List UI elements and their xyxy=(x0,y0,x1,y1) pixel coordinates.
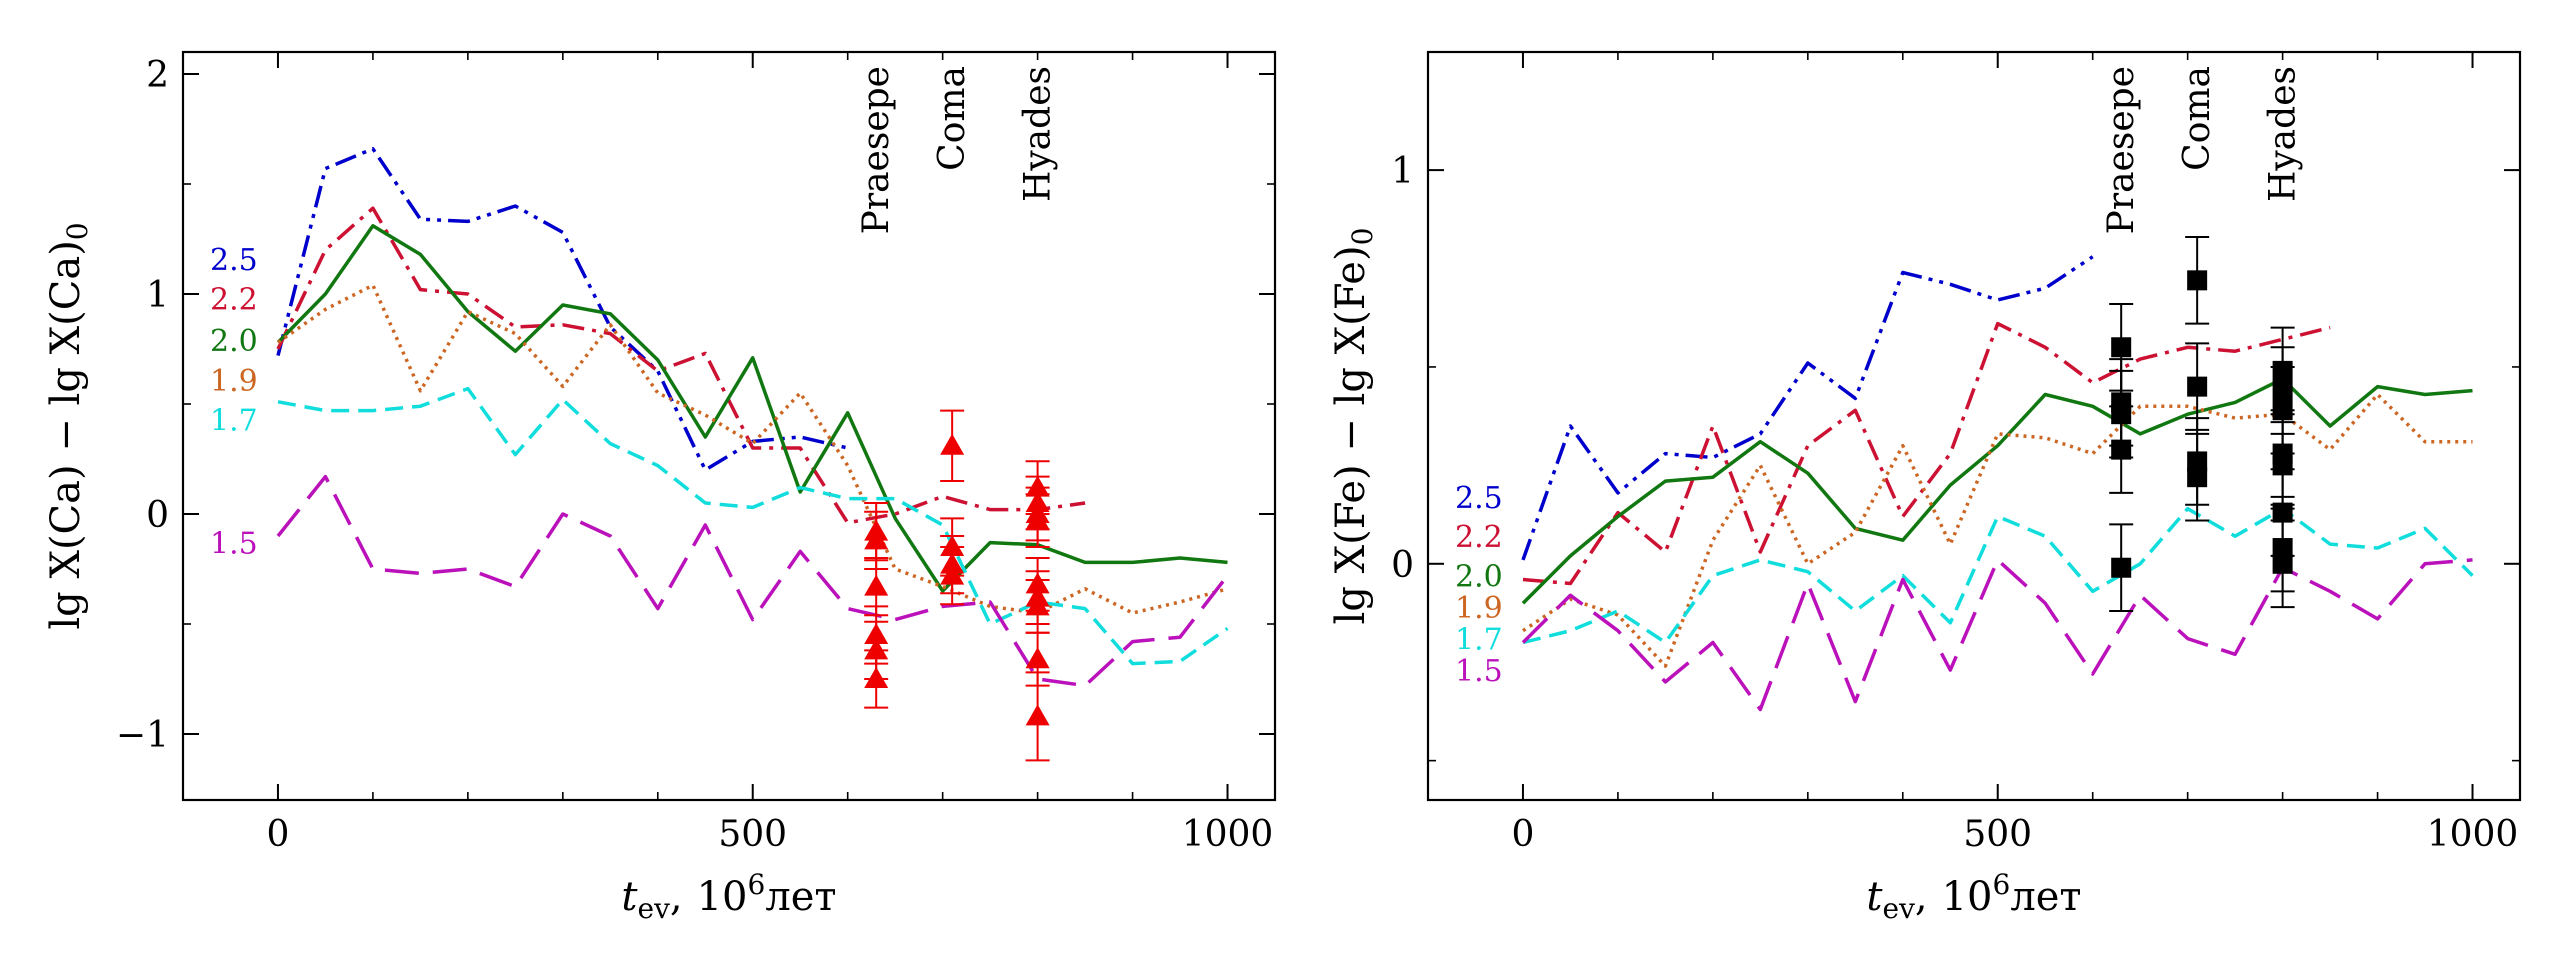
y-tick-label: −1 xyxy=(116,715,169,756)
series-line-2.0 xyxy=(276,224,1228,593)
series-line-1.7 xyxy=(1522,506,2474,645)
observation-point xyxy=(1025,647,1050,669)
observation-point xyxy=(864,638,889,660)
fe-abundance-panel: 0 500 1000 0 1 tev, 106лет lg X(Fe) − lg X(Fe)0… xyxy=(1328,50,2522,925)
mass-label: 2.0 xyxy=(1455,560,1503,595)
observation-point xyxy=(2111,557,2132,578)
x-axis-label: tev, 106лет xyxy=(1866,868,2081,925)
observation-point xyxy=(2187,467,2208,488)
mass-label: 2.5 xyxy=(210,243,258,278)
ca-abundance-panel: 0 500 1000 −1 0 1 2 tev, 106лет lg X(Ca) − lg X(C… xyxy=(43,50,1277,925)
observation-point xyxy=(1025,704,1050,726)
observation-point xyxy=(864,528,889,550)
x-tick-label: 0 xyxy=(267,814,290,855)
series-line-1.9 xyxy=(277,283,1228,615)
observation-point xyxy=(864,574,889,596)
observation-point xyxy=(2187,270,2208,291)
x-tick-label: 500 xyxy=(1963,814,2032,855)
mass-label: 1.5 xyxy=(1455,654,1503,689)
y-axis-label: lg X(Ca) − lg X(Ca)0 xyxy=(43,222,94,629)
observation-point xyxy=(1025,594,1050,616)
observation-point xyxy=(2111,337,2132,358)
series-line-1.5 xyxy=(1521,558,2473,712)
x-tick-label: 1000 xyxy=(2427,814,2519,855)
cluster-label-coma: Coma xyxy=(2177,66,2218,171)
axes-frame xyxy=(1426,50,2522,802)
observation-point xyxy=(940,433,965,455)
series-line-2.5 xyxy=(276,147,849,472)
observation-point xyxy=(2187,376,2208,397)
observation-point xyxy=(940,563,965,585)
y-tick-label: 2 xyxy=(146,55,169,96)
cluster-label-praesepe: Praesepe xyxy=(856,66,897,234)
series-line-2.2 xyxy=(276,206,1086,525)
series-line-2.0 xyxy=(1521,377,2473,605)
observation-point xyxy=(2272,553,2293,574)
series-line-1.5 xyxy=(276,474,1229,688)
mass-label: 2.2 xyxy=(1455,520,1503,555)
x-tick-label: 1000 xyxy=(1182,814,1274,855)
x-tick-label: 0 xyxy=(1512,814,1535,855)
mass-label: 1.7 xyxy=(210,403,258,438)
series-line-2.2 xyxy=(1522,321,2331,586)
cluster-label-hyades: Hyades xyxy=(1018,66,1059,202)
mass-label: 2.0 xyxy=(210,324,258,359)
series-line-2.5 xyxy=(1521,255,2094,561)
y-tick-label: 1 xyxy=(1391,151,1414,192)
cluster-label-hyades: Hyades xyxy=(2263,66,2304,202)
observation-point xyxy=(1025,508,1050,530)
observation-point xyxy=(864,667,889,688)
y-axis-label: lg X(Fe) − lg X(Fe)0 xyxy=(1328,228,1379,625)
cluster-label-coma: Coma xyxy=(932,66,973,171)
y-tick-label: 0 xyxy=(1391,545,1414,586)
mass-label: 1.5 xyxy=(210,527,258,562)
observation-point xyxy=(2272,455,2293,476)
axes-frame xyxy=(181,50,1277,802)
series-line-1.7 xyxy=(277,386,1229,666)
mass-label: 1.9 xyxy=(210,364,258,399)
mass-label: 2.2 xyxy=(210,282,258,317)
observation-point xyxy=(2111,439,2132,460)
x-tick-label: 500 xyxy=(718,814,787,855)
y-tick-label: 1 xyxy=(146,275,169,316)
x-axis-label: tev, 106лет xyxy=(621,868,836,925)
y-tick-label: 0 xyxy=(146,495,169,536)
mass-label: 2.5 xyxy=(1455,481,1503,516)
series-line-1.9 xyxy=(1522,392,2473,668)
mass-label: 1.9 xyxy=(1455,591,1503,626)
mass-label: 1.7 xyxy=(1455,623,1503,658)
cluster-label-praesepe: Praesepe xyxy=(2101,66,2142,234)
